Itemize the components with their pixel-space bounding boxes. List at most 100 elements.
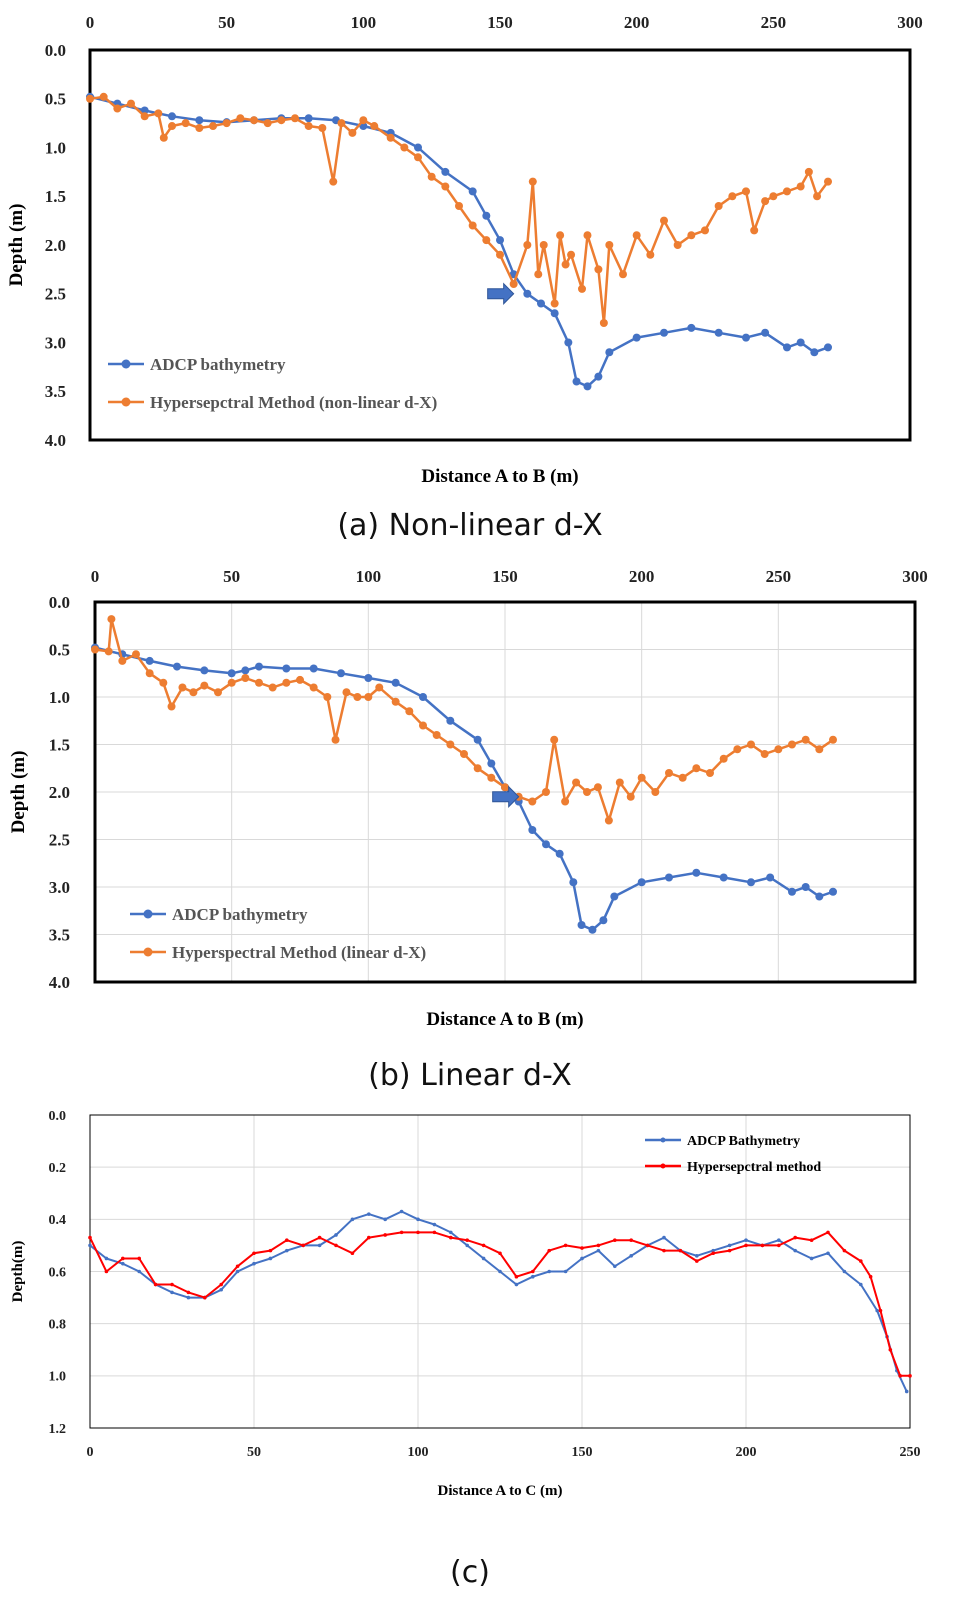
data-point (577, 921, 586, 929)
data-point (487, 773, 496, 782)
legend-label: ADCP bathymetry (172, 905, 308, 924)
data-point (285, 1238, 289, 1242)
data-point (400, 143, 409, 152)
y-tick-label: 2.0 (45, 236, 66, 255)
data-point (727, 1243, 732, 1248)
data-point (118, 656, 127, 665)
data-point (282, 678, 291, 687)
y-tick-label: 0.8 (49, 1318, 67, 1333)
data-point (599, 319, 608, 327)
data-point (383, 1217, 388, 1222)
data-point (465, 1243, 470, 1248)
data-point (523, 289, 532, 298)
x-tick-label: 150 (572, 1445, 593, 1460)
y-tick-label: 0.4 (49, 1213, 67, 1228)
legend-marker (143, 947, 153, 957)
data-point (309, 683, 318, 692)
chart-b: 0 50 100 150 200 250 300 0.0 0.5 1.0 1.5 2.0 2.5 3.0 3… (8, 567, 928, 1030)
plot-frame (88, 48, 912, 442)
data-point (334, 1233, 338, 1237)
data-point (145, 669, 154, 678)
data-point (399, 1209, 404, 1214)
data-point (465, 1238, 470, 1242)
data-point (678, 1248, 683, 1253)
x-tick-label: 300 (902, 567, 928, 586)
data-point (263, 119, 272, 128)
data-point (334, 1243, 338, 1248)
data-point (596, 1248, 601, 1253)
data-point (168, 122, 176, 131)
data-point (783, 187, 791, 196)
data-point (632, 333, 641, 342)
data-point (646, 250, 655, 259)
data-point (304, 122, 313, 131)
y-tick-label: 0.0 (49, 1109, 67, 1124)
data-point (386, 133, 395, 142)
data-point (383, 1233, 388, 1237)
data-point (364, 693, 373, 701)
data-point (301, 1243, 306, 1248)
data-point (783, 343, 791, 352)
data-point (826, 1251, 830, 1256)
y-tick-label: 2.0 (49, 783, 70, 802)
annotation-arrow (487, 282, 515, 305)
chart-a: 0 50 100 150 200 250 300 0.0 0.5 1.0 1.5 2.0 2.5 3.0 3… (6, 13, 923, 487)
x-tick-label: 50 (247, 1445, 261, 1460)
data-point (285, 1248, 289, 1253)
data-point (632, 231, 641, 240)
data-point (104, 1269, 109, 1274)
chart-c: 0 50 100 150 200 250 0.0 0.2 0.4 0.6 0.8 1.0 1.2 Dist… (10, 1109, 921, 1499)
x-axis-title: Distance A to B (m) (426, 1009, 583, 1030)
data-point (660, 328, 668, 337)
data-point (728, 192, 737, 201)
data-point (405, 707, 414, 716)
data-point (427, 172, 436, 181)
data-point (531, 1274, 535, 1279)
y-tick-label: 1.5 (45, 187, 66, 206)
plot-frame (89, 1114, 911, 1429)
data-point (432, 1230, 437, 1235)
data-point (678, 773, 687, 782)
x-tick-label: 150 (487, 13, 513, 32)
data-point (594, 372, 603, 381)
data-point (761, 197, 770, 206)
data-point (523, 241, 532, 249)
data-point (695, 1259, 699, 1263)
data-point (550, 299, 559, 308)
series-line-adcp (89, 1210, 908, 1392)
data-point (323, 693, 332, 701)
x-tick-label: 250 (761, 13, 787, 32)
data-point (203, 1295, 207, 1300)
data-point (809, 1238, 814, 1242)
data-point (826, 1230, 830, 1235)
data-point (170, 1290, 174, 1295)
data-point (241, 674, 250, 682)
data-point (550, 309, 559, 318)
data-point (235, 1269, 240, 1274)
data-point (733, 745, 742, 754)
data-point (561, 797, 570, 806)
y-tick-label: 3.0 (45, 333, 66, 352)
data-point (801, 883, 810, 891)
data-point (441, 182, 450, 191)
data-point (539, 241, 548, 249)
data-point (235, 1264, 240, 1269)
y-tick-label: 1.2 (49, 1422, 67, 1437)
data-point (615, 778, 624, 787)
data-point (137, 1269, 141, 1274)
x-tick-label: 250 (766, 567, 792, 586)
y-tick-label: 3.5 (45, 382, 66, 401)
data-point (801, 735, 810, 744)
data-point (449, 1230, 453, 1235)
data-point (353, 693, 362, 701)
data-point (473, 735, 482, 744)
data-point (842, 1269, 847, 1274)
y-tick-label: 4.0 (49, 973, 70, 992)
data-point (359, 116, 368, 125)
data-point (496, 250, 504, 259)
data-point (637, 773, 646, 782)
x-tick-label: 100 (356, 567, 382, 586)
data-point (747, 740, 755, 749)
data-point (195, 116, 204, 125)
data-point (665, 769, 673, 777)
